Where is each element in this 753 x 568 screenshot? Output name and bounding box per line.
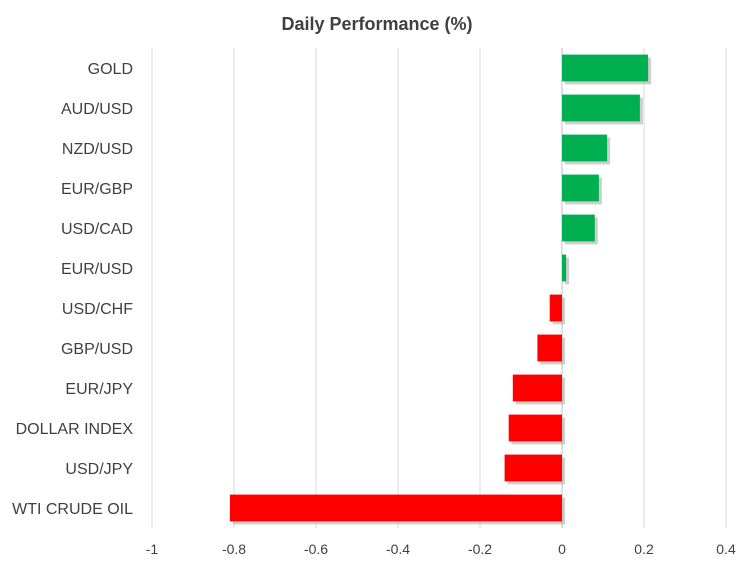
grid-layer xyxy=(151,48,727,528)
category-label-2: NZD/USD xyxy=(62,141,133,158)
bar-dollar-index xyxy=(508,414,562,442)
bar-wti-crude-oil xyxy=(229,494,562,522)
x-tick-label-2: -0.6 xyxy=(304,541,328,557)
bar-usd-jpy xyxy=(504,454,562,482)
x-tick-label-7: 0.4 xyxy=(716,541,736,557)
category-label-9: DOLLAR INDEX xyxy=(16,421,134,438)
bar-eur-jpy xyxy=(512,374,562,402)
bar-eur-usd xyxy=(562,254,567,282)
category-label-1: AUD/USD xyxy=(61,101,133,118)
category-label-3: EUR/GBP xyxy=(61,181,133,198)
x-tick-label-0: -1 xyxy=(146,541,159,557)
category-label-11: WTI CRUDE OIL xyxy=(12,501,133,518)
bar-gold xyxy=(562,54,649,82)
bar-shadow-layer xyxy=(232,57,652,525)
x-tick-label-6: 0.2 xyxy=(634,541,654,557)
category-label-7: GBP/USD xyxy=(61,341,133,358)
category-label-4: USD/CAD xyxy=(61,221,133,238)
category-label-5: EUR/USD xyxy=(61,261,133,278)
bar-shadow-5 xyxy=(565,257,570,285)
x-tick-label-1: -0.8 xyxy=(222,541,246,557)
bar-aud-usd xyxy=(562,94,640,122)
bar-gbp-usd xyxy=(537,334,562,362)
category-label-10: USD/JPY xyxy=(65,461,133,478)
bar-nzd-usd xyxy=(562,134,608,162)
x-tick-label-5: 0 xyxy=(558,541,566,557)
category-label-6: USD/CHF xyxy=(62,301,133,318)
category-label-0: GOLD xyxy=(88,61,133,78)
x-tick-label-3: -0.4 xyxy=(386,541,410,557)
chart-title: Daily Performance (%) xyxy=(281,14,472,34)
bar-eur-gbp xyxy=(562,174,599,202)
bar-layer xyxy=(229,54,649,522)
category-label-8: EUR/JPY xyxy=(65,381,133,398)
bar-usd-chf xyxy=(549,294,562,322)
category-label-layer: GOLD AUD/USD NZD/USD EUR/GBP USD/CAD EUR/USD U… xyxy=(12,61,133,518)
x-tick-label-4: -0.2 xyxy=(468,541,492,557)
x-axis-tick-layer: -1 -0.8 -0.6 -0.4 -0.2 0 0.2 0.4 xyxy=(146,541,736,557)
bar-usd-cad xyxy=(562,214,595,242)
